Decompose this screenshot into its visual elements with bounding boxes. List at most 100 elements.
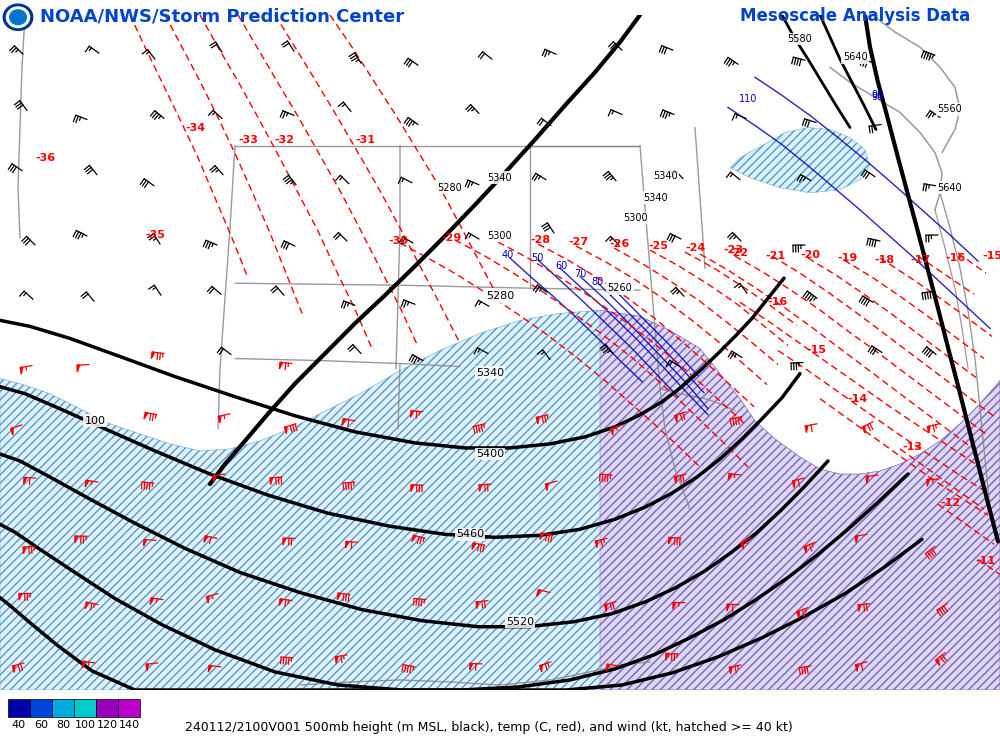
- Text: 5340: 5340: [476, 368, 504, 377]
- Text: 80: 80: [592, 278, 604, 287]
- Polygon shape: [536, 417, 539, 424]
- Polygon shape: [805, 425, 808, 433]
- Bar: [118, 699, 140, 717]
- Text: 100: 100: [84, 416, 106, 426]
- Text: 240112/2100V001 500mb height (m MSL, black), temp (C, red), and wind (kt, hatche: 240112/2100V001 500mb height (m MSL, bla…: [185, 722, 793, 734]
- Text: 5640: 5640: [843, 53, 867, 62]
- Polygon shape: [674, 476, 677, 483]
- Polygon shape: [936, 658, 940, 665]
- Text: -12: -12: [940, 498, 960, 508]
- Text: 60: 60: [556, 261, 568, 271]
- Polygon shape: [606, 664, 610, 670]
- Text: 5300: 5300: [623, 213, 647, 223]
- Text: 5260: 5260: [608, 284, 632, 293]
- Text: 5340: 5340: [488, 172, 512, 183]
- Circle shape: [6, 7, 30, 28]
- Polygon shape: [545, 484, 548, 490]
- Polygon shape: [730, 128, 870, 193]
- Text: 5520: 5520: [506, 616, 534, 627]
- Polygon shape: [279, 362, 283, 369]
- Polygon shape: [537, 590, 541, 596]
- Polygon shape: [411, 485, 414, 491]
- Polygon shape: [20, 367, 23, 374]
- Bar: [74, 699, 96, 717]
- Text: -21: -21: [765, 251, 785, 261]
- Polygon shape: [337, 593, 341, 600]
- Polygon shape: [342, 419, 346, 425]
- Polygon shape: [0, 310, 1000, 690]
- Polygon shape: [669, 538, 672, 544]
- Text: -16: -16: [946, 253, 966, 263]
- Text: -26: -26: [610, 239, 630, 249]
- Text: -16: -16: [768, 297, 788, 307]
- Polygon shape: [208, 665, 212, 672]
- Polygon shape: [213, 476, 216, 482]
- Text: -28: -28: [530, 235, 550, 245]
- Polygon shape: [540, 665, 542, 672]
- Polygon shape: [11, 428, 13, 435]
- Polygon shape: [151, 352, 155, 358]
- Text: 5340: 5340: [653, 171, 677, 181]
- Text: 5640: 5640: [938, 183, 962, 193]
- Text: -11: -11: [975, 556, 995, 566]
- Polygon shape: [740, 542, 744, 549]
- Polygon shape: [797, 611, 799, 618]
- Bar: [52, 699, 74, 717]
- Polygon shape: [85, 602, 89, 609]
- Text: 5400: 5400: [476, 449, 504, 459]
- Polygon shape: [476, 602, 479, 608]
- Text: -35: -35: [145, 230, 165, 240]
- Polygon shape: [218, 416, 221, 423]
- Polygon shape: [144, 539, 147, 546]
- Text: 100: 100: [74, 720, 96, 730]
- Text: 5460: 5460: [456, 530, 484, 539]
- Circle shape: [10, 10, 26, 25]
- Text: 40: 40: [12, 720, 26, 730]
- Polygon shape: [728, 473, 732, 480]
- Polygon shape: [23, 547, 26, 554]
- Polygon shape: [82, 662, 86, 668]
- Polygon shape: [804, 546, 806, 553]
- Polygon shape: [611, 428, 613, 435]
- Text: NOAA/NWS/Storm Prediction Center: NOAA/NWS/Storm Prediction Center: [40, 8, 404, 26]
- Polygon shape: [75, 536, 78, 543]
- Polygon shape: [600, 310, 1000, 690]
- Text: -30: -30: [388, 236, 408, 246]
- Text: Mesoscale Analysis Data: Mesoscale Analysis Data: [740, 8, 970, 26]
- Text: 5300: 5300: [488, 231, 512, 241]
- Polygon shape: [540, 533, 544, 539]
- Circle shape: [3, 4, 33, 30]
- Text: 90: 90: [872, 90, 884, 101]
- Text: -27: -27: [568, 237, 588, 247]
- Text: 5280: 5280: [438, 183, 462, 193]
- Polygon shape: [604, 604, 607, 611]
- Polygon shape: [472, 543, 476, 550]
- Polygon shape: [284, 427, 287, 433]
- Text: -14: -14: [848, 394, 868, 404]
- Polygon shape: [283, 538, 286, 545]
- Text: -31: -31: [355, 134, 375, 145]
- Polygon shape: [595, 541, 598, 548]
- Polygon shape: [335, 656, 338, 664]
- Text: 40: 40: [502, 250, 514, 260]
- Polygon shape: [24, 478, 27, 484]
- Text: -22: -22: [728, 248, 748, 258]
- Text: 60: 60: [34, 720, 48, 730]
- Polygon shape: [206, 596, 209, 603]
- Text: -29: -29: [442, 233, 462, 243]
- Text: 70: 70: [574, 269, 586, 279]
- Polygon shape: [144, 413, 148, 419]
- Polygon shape: [862, 426, 865, 433]
- Text: 5340: 5340: [643, 193, 667, 202]
- Text: 50: 50: [531, 253, 543, 263]
- Polygon shape: [150, 598, 154, 604]
- Polygon shape: [855, 536, 858, 543]
- Polygon shape: [927, 426, 930, 433]
- Polygon shape: [675, 415, 677, 422]
- Text: 5560: 5560: [938, 104, 962, 115]
- Polygon shape: [204, 536, 208, 542]
- Polygon shape: [792, 481, 795, 488]
- Text: -19: -19: [838, 253, 858, 263]
- Polygon shape: [146, 664, 149, 670]
- Polygon shape: [479, 484, 482, 491]
